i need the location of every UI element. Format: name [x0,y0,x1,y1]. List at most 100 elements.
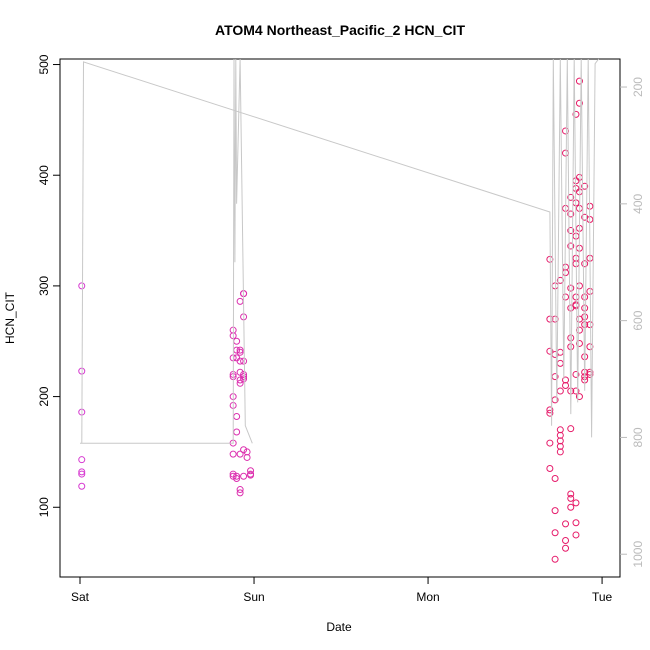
point [556,276,564,284]
point [229,472,237,480]
x-tick-label: Sat [71,590,90,604]
point [572,531,580,539]
point [546,409,554,417]
point [240,375,248,383]
point [586,368,594,376]
point [556,387,564,395]
point [551,474,559,482]
point [586,370,594,378]
point [567,193,575,201]
point [567,210,575,218]
point [575,326,583,334]
point [572,387,580,395]
point [236,486,244,494]
point [546,465,554,473]
point [229,470,237,478]
point [562,149,570,157]
point [562,520,570,528]
point [581,182,589,190]
y2-tick-label: 400 [631,193,645,213]
point [233,472,241,480]
point [236,450,244,458]
point [551,555,559,563]
point [572,370,580,378]
y2-tick-label: 600 [631,310,645,330]
point [247,467,255,475]
x-tick-label: Mon [416,590,439,604]
point [562,127,570,135]
point [572,110,580,118]
point [581,304,589,312]
x-tick-label: Tue [592,590,613,604]
point [567,343,575,351]
point [240,446,248,454]
point [572,499,580,507]
point [236,368,244,376]
point [567,242,575,250]
point [546,406,554,414]
point [575,99,583,107]
point [243,453,251,461]
point [567,503,575,511]
y-tick-label: 100 [37,497,51,517]
point [236,297,244,305]
point [551,529,559,537]
point [546,347,554,355]
point [78,482,86,490]
point [581,313,589,321]
point [236,357,244,365]
point [236,348,244,356]
point [562,382,570,390]
point [567,490,575,498]
point [567,334,575,342]
point [78,456,86,464]
point [575,77,583,85]
y2-tick-label: 1000 [631,541,645,568]
point [562,544,570,552]
y-tick-label: 300 [37,276,51,296]
point [556,448,564,456]
y-axis-label: HCN_CIT [3,291,17,344]
point [240,357,248,365]
point [233,337,241,345]
point [581,321,589,329]
point [551,282,559,290]
point [236,379,244,387]
point [236,346,244,354]
point [562,536,570,544]
point [581,260,589,268]
point [562,293,570,301]
point [556,348,564,356]
x-axis-label: Date [326,620,352,634]
y-tick-label: 200 [37,386,51,406]
point [567,494,575,502]
point [575,339,583,347]
point [572,519,580,527]
point [551,507,559,515]
point [572,293,580,301]
point [581,293,589,301]
y-tick-label: 500 [37,54,51,74]
chart-title: ATOM4 Northeast_Pacific_2 HCN_CIT [215,22,465,38]
plot-box [59,58,621,578]
point [233,474,241,482]
y2-tick-label: 800 [631,427,645,447]
point [233,428,241,436]
point [546,439,554,447]
point [240,373,248,381]
point [240,370,248,378]
point [567,425,575,433]
point [575,393,583,401]
x-tick-label: Sun [243,590,264,604]
y-tick-label: 400 [37,165,51,185]
point [567,284,575,292]
point [575,173,583,181]
point [546,315,554,323]
point [567,227,575,235]
point [229,450,237,458]
point [575,282,583,290]
point [78,282,86,290]
y2-tick-label: 200 [631,77,645,97]
point [572,177,580,185]
